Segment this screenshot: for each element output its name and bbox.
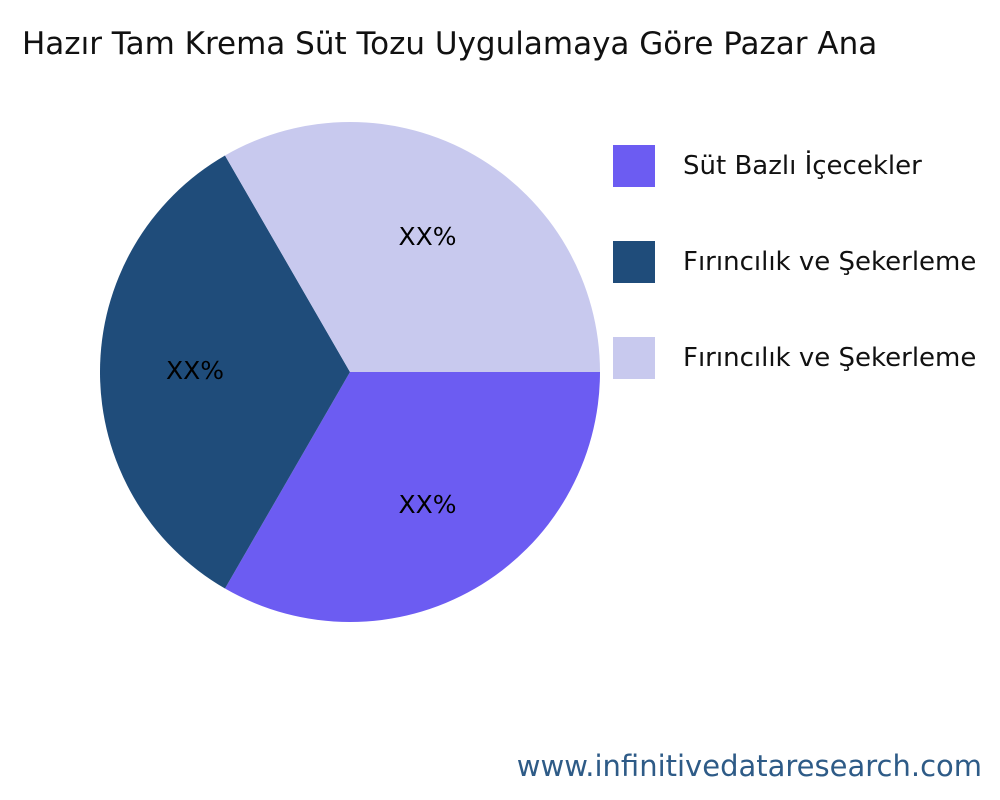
legend-item-1[interactable]: Fırıncılık ve Şekerleme (613, 214, 1000, 310)
pie-slice-firincilik-ve-sekerleme-lavender[interactable] (225, 121, 600, 372)
legend-item-0[interactable]: Süt Bazlı İçecekler (613, 118, 1000, 214)
pie-slice-label-lavender: XX% (398, 222, 456, 251)
legend-swatch-icon-2 (613, 337, 655, 379)
legend-swatch-icon-1 (613, 241, 655, 283)
pie-slice-label-purple: XX% (398, 490, 456, 519)
legend-label-2: Fırıncılık ve Şekerleme (683, 343, 977, 373)
legend-label-1: Fırıncılık ve Şekerleme (683, 247, 977, 277)
legend-item-2[interactable]: Fırıncılık ve Şekerleme (613, 310, 1000, 406)
legend-label-0: Süt Bazlı İçecekler (683, 151, 922, 181)
pie-slice-firincilik-ve-sekerleme-navy[interactable] (99, 155, 350, 589)
pie-plot-area: XX% XX% XX% (99, 121, 600, 623)
legend-swatch-icon-0 (613, 145, 655, 187)
pie-slice-sut-bazli-icecekler[interactable] (225, 372, 600, 623)
pie-slice-label-navy: XX% (166, 356, 224, 385)
legend: Süt Bazlı İçecekler Fırıncılık ve Şekerl… (613, 118, 1000, 406)
pie-svg: XX% XX% XX% (99, 121, 600, 623)
source-website-url[interactable]: www.infinitivedataresearch.com (516, 749, 982, 783)
chart-title: Hazır Tam Krema Süt Tozu Uygulamaya Göre… (22, 26, 878, 62)
